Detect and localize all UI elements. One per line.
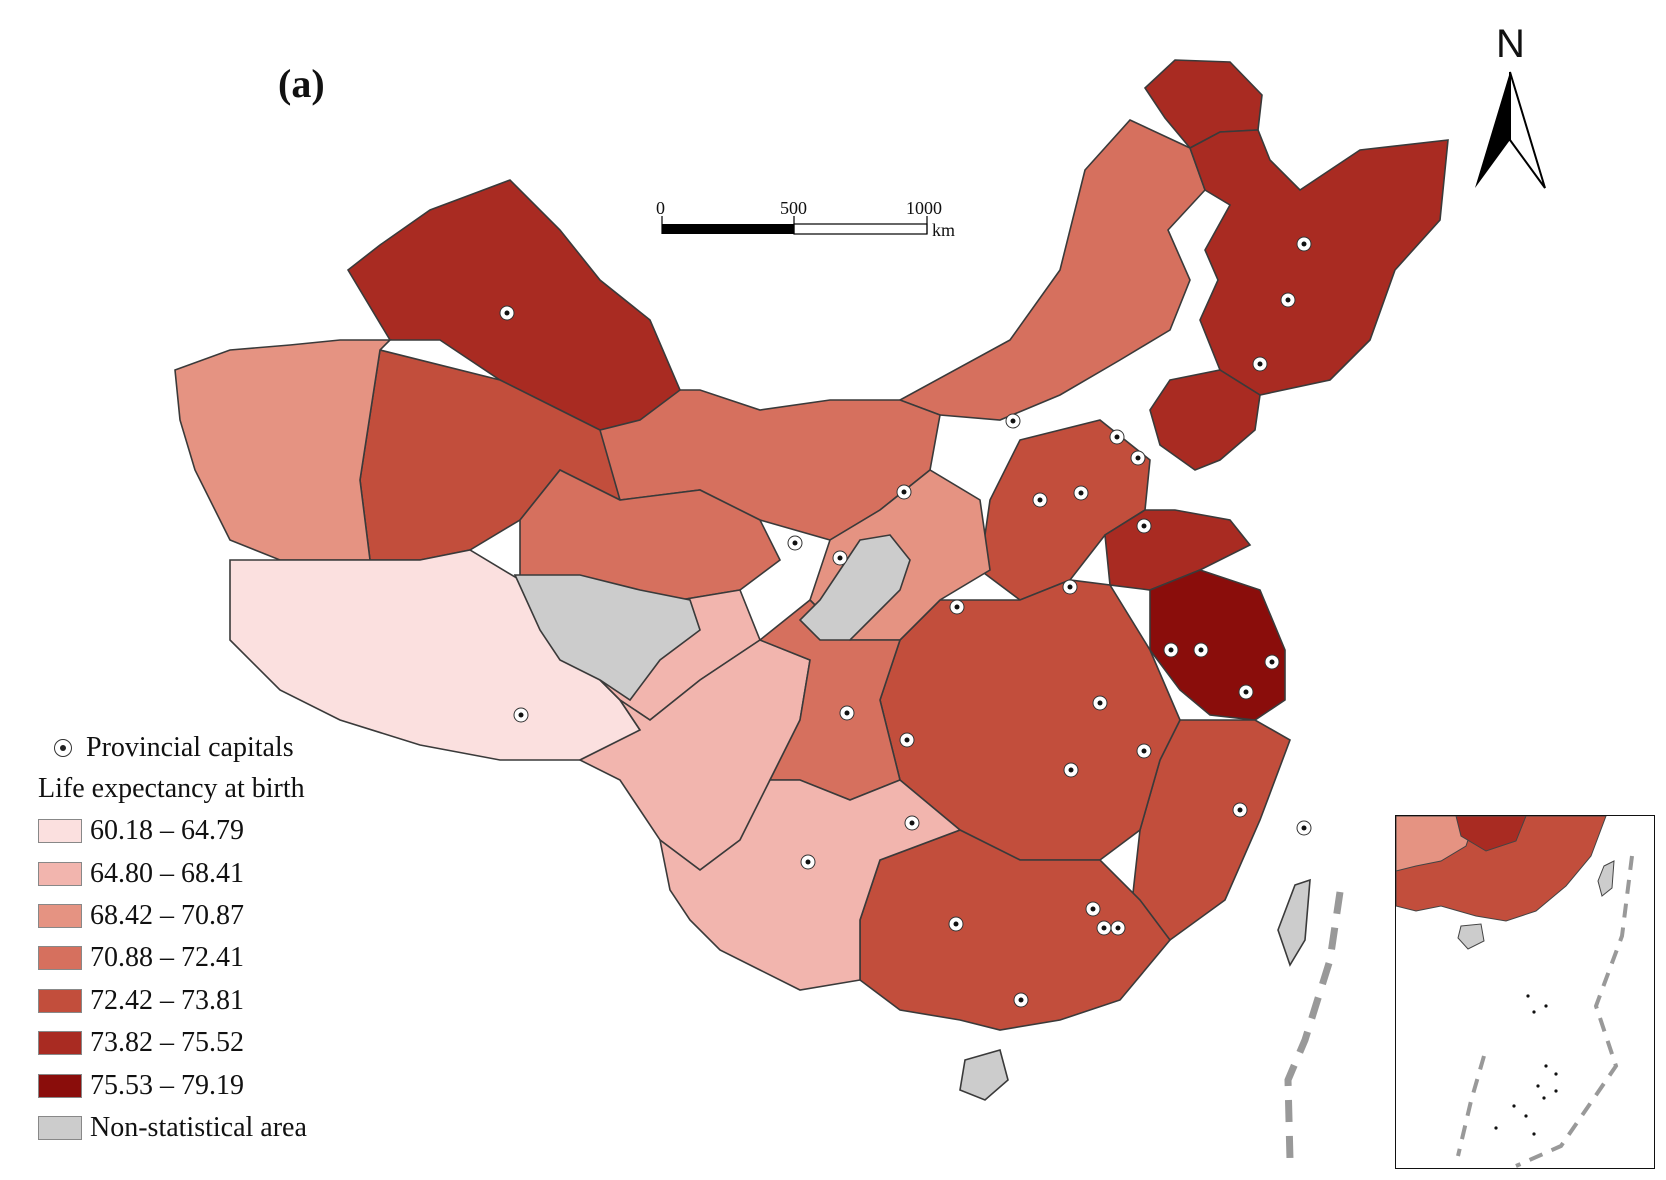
provincial-capital-icon (1193, 642, 1209, 658)
provincial-capital-icon (513, 707, 529, 723)
provincial-capital-icon (1005, 413, 1021, 429)
inset-region (1396, 816, 1477, 872)
legend-item: 72.42 – 73.81 (38, 980, 368, 1022)
legend-item-label: 70.88 – 72.41 (90, 942, 244, 974)
scale-bar (661, 216, 928, 235)
legend-swatch (38, 861, 82, 886)
inset-region (1455, 816, 1527, 852)
capital-symbol-icon (54, 739, 72, 757)
provincial-capital-icon (787, 535, 803, 551)
provincial-capital-icon (904, 815, 920, 831)
region-heilongjiang-jilin (1189, 129, 1449, 396)
legend-swatch (38, 1031, 82, 1056)
region-taiwan (1277, 878, 1311, 967)
north-arrow-icon (1475, 71, 1546, 189)
region-inner-mongolia-east (898, 119, 1206, 421)
region-ningxia-gansu-corridor (798, 534, 911, 641)
legend-item-label: 75.53 – 79.19 (90, 1069, 244, 1101)
scale-tick-500: 500 (780, 198, 807, 218)
provincial-capital-icon (832, 550, 848, 566)
provincial-capital-icon (1163, 642, 1179, 658)
provincial-capital-icon (1296, 236, 1312, 252)
provincial-capital-icon (1063, 762, 1079, 778)
provincial-capital-icon (948, 916, 964, 932)
inset-map (1396, 816, 1634, 1168)
provincial-capital-icon (896, 484, 912, 500)
region-xinjiang-west (174, 339, 392, 561)
nine-dash-line (1284, 891, 1344, 1161)
inset-region (1597, 860, 1615, 897)
legend-item-non-statistical: Non-statistical area (38, 1107, 368, 1149)
region-guangdong-guangxi (859, 829, 1172, 1031)
provincial-capital-icon (1085, 901, 1101, 917)
legend-swatch (38, 988, 82, 1013)
north-letter: N (1496, 22, 1525, 66)
legend-swatch (38, 1115, 82, 1140)
inset-region (1457, 923, 1485, 950)
legend-title: Life expectancy at birth (38, 773, 305, 804)
provincial-capital-icon (839, 705, 855, 721)
legend-capital-label: Provincial capitals (86, 732, 294, 763)
provincial-capital-icon (1110, 920, 1126, 936)
legend-item-label: 64.80 – 68.41 (90, 857, 244, 889)
legend-item: 64.80 – 68.41 (38, 852, 368, 894)
legend-item-label: 72.42 – 73.81 (90, 984, 244, 1016)
region-xinjiang-north (346, 179, 681, 431)
region-yunnan-guizhou (658, 779, 962, 991)
provincial-capital-icon (1238, 684, 1254, 700)
map-legend: Provincial capitals Life expectancy at b… (38, 728, 368, 1149)
region-qinghai-lake-area (513, 574, 701, 702)
provincial-capital-icon (1013, 992, 1029, 1008)
provincial-capital-icon (1252, 356, 1268, 372)
legend-item-label: 60.18 – 64.79 (90, 815, 244, 847)
provincial-capital-icon (1032, 492, 1048, 508)
legend-capital-row: Provincial capitals (38, 728, 368, 768)
provincial-capital-icon (1136, 518, 1152, 534)
legend-item: 68.42 – 70.87 (38, 895, 368, 937)
scale-tick-1000: 1000 (906, 198, 942, 218)
scale-tick-0: 0 (656, 198, 665, 218)
provincial-capital-icon (899, 732, 915, 748)
legend-item: 73.82 – 75.52 (38, 1022, 368, 1064)
legend-item: 75.53 – 79.19 (38, 1064, 368, 1106)
scale-unit: km (932, 220, 956, 240)
provincial-capital-icon (1136, 743, 1152, 759)
legend-swatch (38, 903, 82, 928)
legend-swatch (38, 1073, 82, 1098)
legend-item-label: 68.42 – 70.87 (90, 899, 244, 931)
legend-swatch (38, 946, 82, 971)
provincial-capital-icon (1073, 485, 1089, 501)
provincial-capital-icon (1109, 429, 1125, 445)
south-china-sea-inset (1395, 815, 1655, 1169)
region-liaoning (1149, 369, 1261, 471)
provincial-capital-icon (800, 854, 816, 870)
region-hainan (959, 1049, 1009, 1101)
provincial-capital-icon (1264, 654, 1280, 670)
region-shandong (1104, 509, 1252, 591)
legend-item-label: 73.82 – 75.52 (90, 1027, 244, 1059)
provincial-capital-icon (1092, 695, 1108, 711)
legend-item: 70.88 – 72.41 (38, 937, 368, 979)
provincial-capital-icon (1232, 802, 1248, 818)
provincial-capital-icon (1062, 579, 1078, 595)
legend-item-label: Non-statistical area (90, 1111, 307, 1143)
provincial-capital-icon (1130, 450, 1146, 466)
provincial-capital-icon (499, 305, 515, 321)
legend-item: 60.18 – 64.79 (38, 810, 368, 852)
legend-swatch (38, 819, 82, 844)
inset-dash-line (1515, 855, 1634, 1168)
provincial-capital-icon (1096, 920, 1112, 936)
provincial-capital-icon (1280, 292, 1296, 308)
provincial-capital-icon (949, 599, 965, 615)
region-yangtze-delta (1149, 569, 1286, 721)
inset-dash-line-west (1456, 1055, 1486, 1157)
provincial-capital-icon (1296, 820, 1312, 836)
panel-label: (a) (278, 61, 325, 106)
